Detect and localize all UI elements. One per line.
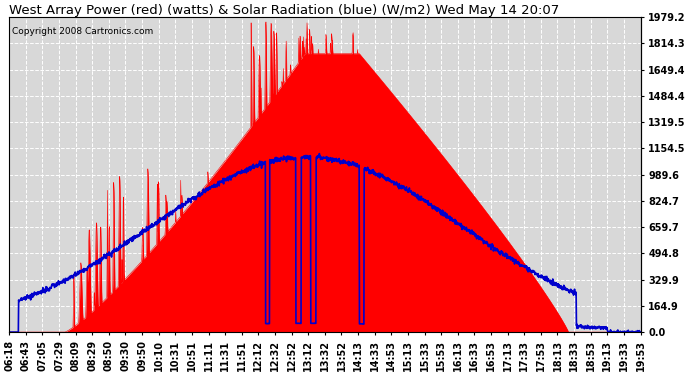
Text: Copyright 2008 Cartronics.com: Copyright 2008 Cartronics.com	[12, 27, 154, 36]
Text: West Array Power (red) (watts) & Solar Radiation (blue) (W/m2) Wed May 14 20:07: West Array Power (red) (watts) & Solar R…	[9, 4, 560, 17]
